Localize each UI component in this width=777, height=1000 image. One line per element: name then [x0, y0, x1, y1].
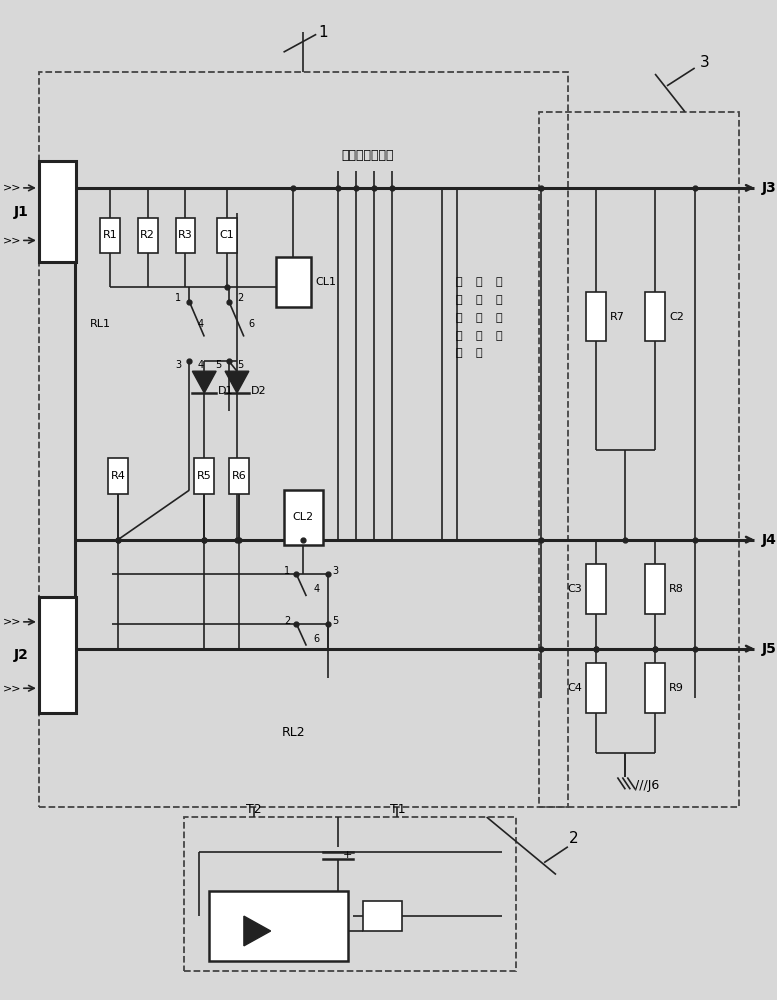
Text: T1: T1 — [389, 803, 406, 816]
Bar — [209, 891, 348, 961]
Text: 变: 变 — [476, 348, 482, 358]
Text: 2: 2 — [237, 293, 243, 303]
Text: 2: 2 — [284, 616, 291, 626]
Text: 3: 3 — [176, 360, 182, 370]
Bar — [184, 817, 517, 971]
Text: >>: >> — [2, 683, 21, 693]
Text: R1: R1 — [103, 230, 117, 240]
Text: C4: C4 — [567, 683, 582, 693]
Text: R6: R6 — [232, 471, 246, 481]
Text: 端: 端 — [495, 331, 502, 341]
Text: 2: 2 — [569, 831, 579, 846]
Bar — [39, 161, 76, 262]
Text: 1: 1 — [284, 566, 291, 576]
Text: D2: D2 — [251, 386, 267, 396]
Text: J5: J5 — [762, 642, 777, 656]
Text: C2: C2 — [669, 312, 684, 322]
Text: 级: 级 — [455, 313, 462, 323]
Text: D1: D1 — [218, 386, 234, 396]
Text: R3: R3 — [178, 230, 193, 240]
Bar — [229, 458, 249, 494]
Text: >>: >> — [2, 235, 21, 245]
Bar — [645, 663, 665, 713]
Text: 1: 1 — [319, 25, 328, 40]
Text: 压: 压 — [495, 277, 502, 287]
Bar — [39, 72, 568, 807]
Text: >>: >> — [2, 617, 21, 627]
Text: T2: T2 — [246, 803, 262, 816]
Polygon shape — [193, 371, 216, 393]
Text: R9: R9 — [669, 683, 684, 693]
Bar — [645, 292, 665, 341]
Text: 5: 5 — [332, 616, 338, 626]
Text: CL1: CL1 — [315, 277, 336, 287]
Bar — [176, 218, 195, 253]
Text: 1: 1 — [176, 293, 182, 303]
Text: 4: 4 — [197, 319, 204, 329]
Bar — [39, 597, 76, 713]
Bar — [138, 218, 158, 253]
Text: C1: C1 — [220, 230, 235, 240]
Bar — [586, 292, 605, 341]
Text: ///J6: ///J6 — [636, 779, 660, 792]
Text: 6: 6 — [249, 319, 255, 329]
Text: 组: 组 — [455, 348, 462, 358]
Text: 次: 次 — [455, 295, 462, 305]
Text: 器: 器 — [495, 295, 502, 305]
Text: 接上位机控制器: 接上位机控制器 — [342, 149, 394, 162]
Text: CL2: CL2 — [293, 512, 314, 522]
Text: 线: 线 — [455, 331, 462, 341]
Text: J3: J3 — [762, 181, 777, 195]
Text: RL2: RL2 — [281, 726, 305, 739]
Bar — [217, 218, 237, 253]
Text: 接: 接 — [455, 277, 462, 287]
Text: >>: >> — [2, 183, 21, 193]
Bar — [539, 112, 739, 807]
Bar — [586, 564, 605, 614]
Text: +: + — [343, 850, 352, 860]
Text: 5: 5 — [237, 360, 243, 370]
Bar — [284, 490, 323, 545]
Text: J4: J4 — [762, 533, 777, 547]
Text: R7: R7 — [609, 312, 625, 322]
Text: J1: J1 — [14, 205, 29, 219]
Text: 引: 引 — [476, 277, 482, 287]
Bar — [194, 458, 214, 494]
Text: 5: 5 — [215, 360, 221, 370]
Polygon shape — [225, 371, 249, 393]
Text: 3: 3 — [332, 566, 338, 576]
Text: 升: 升 — [476, 313, 482, 323]
Text: R8: R8 — [669, 584, 684, 594]
Bar — [276, 257, 312, 307]
Text: 6: 6 — [313, 634, 319, 644]
Text: 3: 3 — [700, 55, 709, 70]
Polygon shape — [244, 916, 270, 946]
Text: R4: R4 — [110, 471, 126, 481]
Bar — [363, 901, 402, 931]
Text: 4: 4 — [313, 584, 319, 594]
Text: C3: C3 — [567, 584, 582, 594]
Text: 4: 4 — [197, 360, 204, 370]
Text: R5: R5 — [197, 471, 211, 481]
Bar — [586, 663, 605, 713]
Text: 压: 压 — [476, 331, 482, 341]
Bar — [645, 564, 665, 614]
Text: R2: R2 — [141, 230, 155, 240]
Text: J2: J2 — [14, 648, 29, 662]
Text: 弧: 弧 — [476, 295, 482, 305]
Bar — [108, 458, 128, 494]
Text: RL1: RL1 — [90, 319, 111, 329]
Bar — [100, 218, 120, 253]
Text: 一: 一 — [495, 313, 502, 323]
